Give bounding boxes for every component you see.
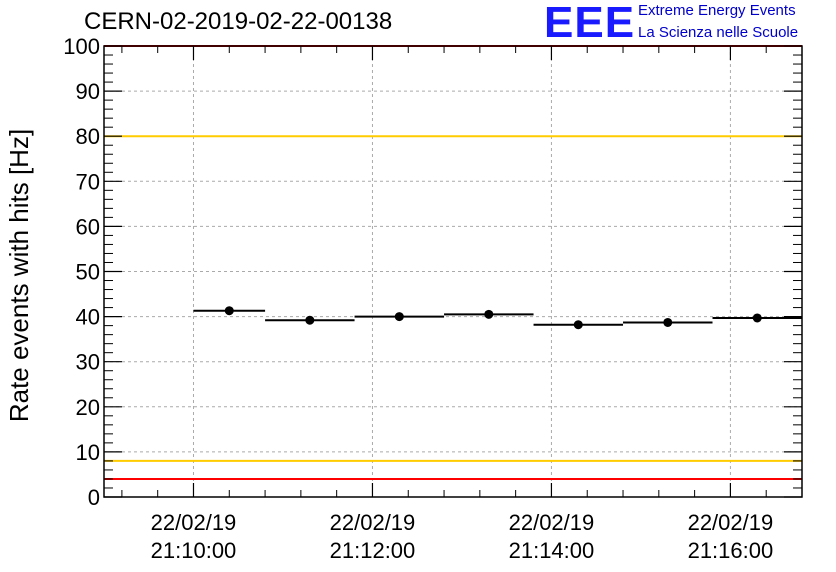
- x-tick-date: 22/02/19: [151, 510, 237, 535]
- axis-ticks: [104, 45, 803, 498]
- y-tick-label: 60: [76, 214, 100, 239]
- x-tick-time: 21:14:00: [509, 538, 595, 563]
- y-tick-label: 0: [88, 485, 100, 510]
- data-point: [752, 313, 762, 323]
- y-tick-label: 40: [76, 305, 100, 330]
- y-axis-label: Rate events with hits [Hz]: [4, 129, 34, 422]
- y-tick-label: 90: [76, 79, 100, 104]
- data-point: [484, 309, 494, 319]
- data-point: [663, 317, 673, 327]
- data-point: [573, 320, 583, 330]
- grid-layer: [104, 46, 802, 497]
- y-tick-label: 80: [76, 124, 100, 149]
- x-tick-time: 21:10:00: [151, 538, 237, 563]
- y-tick-label: 50: [76, 260, 100, 285]
- data-point: [305, 315, 315, 325]
- y-tick-label: 70: [76, 169, 100, 194]
- x-tick-date: 22/02/19: [688, 510, 774, 535]
- eee-logo: EEE: [544, 0, 636, 47]
- chart-title: CERN-02-2019-02-22-00138: [84, 8, 393, 35]
- x-tick-date: 22/02/19: [330, 510, 416, 535]
- y-tick-label: 100: [63, 34, 100, 59]
- data-point: [394, 312, 404, 322]
- x-tick-date: 22/02/19: [509, 510, 595, 535]
- x-tick-time: 21:16:00: [688, 538, 774, 563]
- data-series: [193, 306, 802, 330]
- y-tick-label: 10: [76, 440, 100, 465]
- data-point: [224, 306, 234, 316]
- logo-caption-line2: La Scienza nelle Scuole: [638, 24, 799, 41]
- reference-lines: [104, 45, 802, 480]
- y-tick-label: 30: [76, 350, 100, 375]
- y-tick-label: 20: [76, 395, 100, 420]
- logo-caption-line1: Extreme Energy Events: [638, 2, 796, 19]
- x-tick-time: 21:12:00: [330, 538, 416, 563]
- tick-labels: 0 10 20 30 40 50 60 70 80 90 100 22/02/19 21:10:00 22…: [63, 34, 773, 563]
